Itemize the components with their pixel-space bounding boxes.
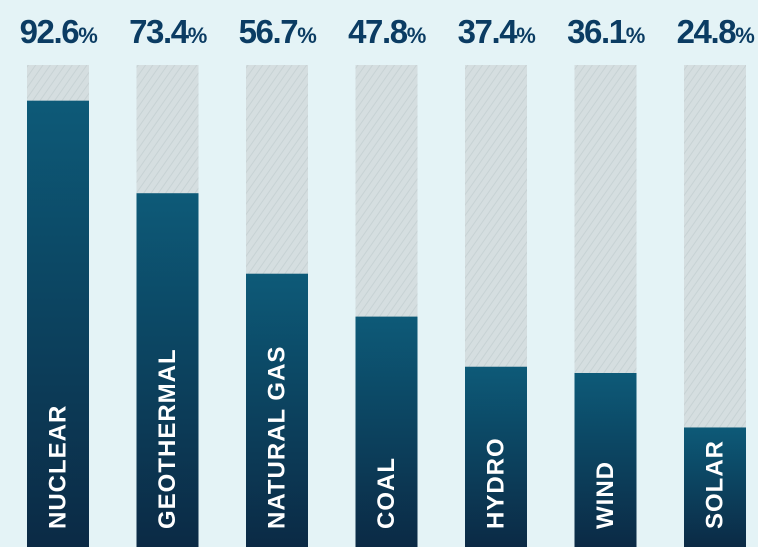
value-label-nuclear: 92.6% bbox=[20, 13, 98, 50]
bar-geothermal bbox=[136, 193, 199, 547]
bar-coal bbox=[355, 316, 418, 547]
category-label-wind: WIND bbox=[592, 461, 619, 529]
category-label-hydro: HYDRO bbox=[483, 437, 510, 529]
value-label-wind: 36.1% bbox=[567, 13, 645, 50]
category-label-solar: SOLAR bbox=[702, 440, 729, 529]
bar-wind bbox=[574, 372, 637, 547]
value-label-geothermal: 73.4% bbox=[129, 13, 207, 50]
value-label-coal: 47.8% bbox=[348, 13, 426, 50]
value-label-hydro: 37.4% bbox=[458, 13, 536, 50]
category-label-coal: COAL bbox=[373, 457, 400, 529]
bar-nuclear bbox=[27, 100, 89, 547]
category-label-natural-gas: NATURAL GAS bbox=[264, 346, 291, 529]
value-label-solar: 24.8% bbox=[677, 13, 755, 50]
bars-layer: 92.6% NUCLEAR 73.4% GEOTHERMAL 56.7% NATURAL … bbox=[20, 13, 756, 547]
category-label-nuclear: NUCLEAR bbox=[45, 405, 72, 529]
value-label-natural-gas: 56.7% bbox=[239, 13, 317, 50]
bar-solar bbox=[684, 427, 746, 547]
bar-natural-gas bbox=[246, 273, 308, 547]
category-label-geothermal: GEOTHERMAL bbox=[154, 348, 181, 529]
bar-hydro bbox=[465, 366, 527, 547]
